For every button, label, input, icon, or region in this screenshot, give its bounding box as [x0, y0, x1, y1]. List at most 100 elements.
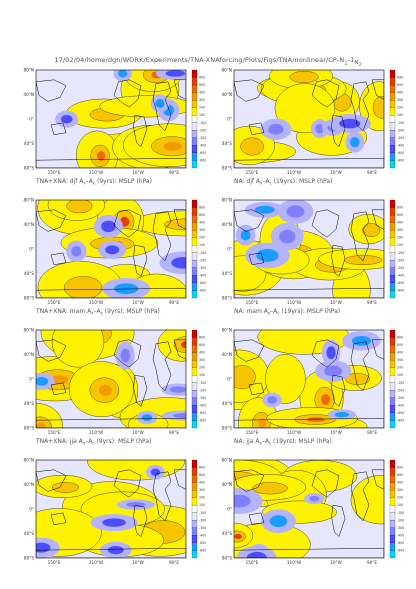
lat-tick-label: 0°: [29, 507, 34, 512]
colorbar-tick-label: 100: [397, 243, 403, 247]
colorbar-tick-label: 300: [199, 358, 205, 362]
colorbar-swatch: [191, 207, 198, 216]
map-field: [234, 330, 384, 428]
negative-anomaly-core: [169, 386, 186, 393]
colorbar-tick-label: 800: [397, 336, 403, 340]
panel-title: NA: jja Ax–Ac (19yrs): MSLP (hPa): [234, 438, 332, 446]
colorbar-tick-label: 800: [397, 76, 403, 80]
colorbar-tick-label: 200: [397, 106, 403, 110]
lon-tick-label: 90°E: [367, 300, 377, 305]
colorbar-swatch: [191, 337, 198, 346]
colorbar-swatch: [191, 527, 198, 536]
negative-anomaly-core: [339, 118, 361, 129]
colorbar-tick-label: 100: [397, 503, 403, 507]
negative-anomaly-core: [267, 396, 277, 404]
colorbar-swatch: [191, 69, 198, 78]
positive-anomaly-region: [87, 460, 185, 481]
colorbar-swatch: [389, 245, 396, 253]
coastline: [36, 547, 186, 558]
colorbar-tick-label: -400: [199, 273, 206, 277]
colorbar-tick-label: -800: [199, 158, 206, 162]
colorbar-swatch: [191, 77, 198, 86]
lon-tick-label: 150°E: [246, 560, 259, 565]
colorbar-tick-label: 600: [397, 473, 403, 477]
coastline: [234, 157, 384, 168]
map-field: [36, 70, 186, 168]
coastline: [248, 512, 265, 525]
coastline: [173, 469, 186, 490]
lon-tick-label: 150°E: [246, 430, 259, 435]
positive-anomaly-peak: [321, 393, 330, 406]
lon-tick-label: 110°W: [287, 430, 301, 435]
lat-tick-label: 0°: [227, 377, 232, 382]
colorbar-tick-label: 200: [199, 496, 205, 500]
map-frame: [233, 459, 385, 559]
map-frame: [35, 199, 187, 299]
coastline: [234, 79, 265, 102]
colorbar-swatch: [389, 412, 396, 421]
coastline: [173, 339, 186, 360]
colorbar-swatch: [389, 527, 396, 536]
colorbar-swatch: [389, 92, 396, 101]
colorbar-tick-label: 200: [199, 106, 205, 110]
lat-tick-label: 40°S: [24, 271, 34, 276]
map-panel-7: 80°N 40°N 0° 40°S 80°S 150°E 110°W 10°W 90°E 800 6…: [23, 458, 206, 566]
coastline: [152, 211, 172, 262]
colorbar-tick-label: 400: [397, 351, 403, 355]
colorbar-swatch: [191, 152, 198, 161]
lat-tick-label: 80°S: [222, 426, 232, 431]
coastline: [36, 79, 67, 102]
colorbar-tick-label: -600: [397, 281, 404, 285]
positive-anomaly-peak: [36, 422, 46, 428]
lat-tick-label: 80°S: [222, 556, 232, 561]
colorbar-tick-label: -300: [199, 266, 206, 270]
colorbar-tick-label: -100: [199, 121, 206, 125]
map-panel-1: 80°N 40°N 0° 40°S 80°S 150°E 110°W 10°W 90°E 800 6…: [23, 68, 206, 186]
colorbar-swatch: [191, 512, 198, 521]
positive-anomaly-region: [99, 95, 186, 118]
colorbar-tick-label: -600: [199, 281, 206, 285]
colorbar-tick-label: 200: [199, 236, 205, 240]
colorbar: 800 600 400 300 200 100 -100 -200 -300 -400 -600 -8…: [389, 199, 404, 299]
coastline: [234, 209, 265, 232]
colorbar-swatch: [389, 520, 396, 528]
colorbar-swatch: [191, 467, 198, 476]
colorbar-tick-label: -200: [199, 388, 206, 392]
colorbar-swatch: [191, 459, 198, 468]
colorbar-swatch: [191, 420, 198, 429]
positive-anomaly-core: [362, 223, 381, 237]
colorbar-swatch: [389, 542, 396, 551]
lat-tick-label: 80°S: [24, 166, 34, 171]
negative-anomaly-core: [171, 257, 186, 269]
colorbar-tick-label: 100: [397, 373, 403, 377]
colorbar-tick-label: -300: [199, 396, 206, 400]
colorbar-swatch: [191, 329, 198, 338]
colorbar-tick-label: 400: [199, 481, 205, 485]
lon-tick-label: 110°W: [89, 300, 103, 305]
negative-anomaly-core: [240, 229, 251, 241]
coastline: [173, 209, 186, 230]
header-end: N: [354, 60, 359, 67]
colorbar-tick-label: -400: [397, 403, 404, 407]
colorbar-swatch: [191, 130, 198, 138]
coastline: [50, 252, 67, 265]
colorbar-tick-label: 600: [397, 213, 403, 217]
colorbar-tick-label: -100: [397, 511, 404, 515]
colorbar-tick-label: 800: [199, 336, 205, 340]
colorbar-swatch: [389, 260, 396, 268]
colorbar-swatch: [191, 412, 198, 421]
colorbar-tick-label: 600: [199, 213, 205, 217]
negative-anomaly-core: [351, 335, 372, 346]
negative-anomaly-core: [268, 123, 284, 135]
coastline: [331, 244, 346, 277]
colorbar-swatch: [389, 512, 396, 521]
colorbar-tick-label: 300: [199, 228, 205, 232]
negative-anomaly-core: [60, 114, 73, 124]
lon-tick-label: 90°E: [367, 170, 377, 175]
coastline: [234, 287, 384, 298]
header-end-wrap: N2: [354, 60, 361, 68]
panel-title: TNA+XNA: mam Ax–Ac (9yrs): MSLP (hPa): [35, 308, 160, 316]
colorbar-tick-label: -300: [397, 266, 404, 270]
coastline: [371, 339, 384, 360]
colorbar-tick-label: -300: [397, 526, 404, 530]
